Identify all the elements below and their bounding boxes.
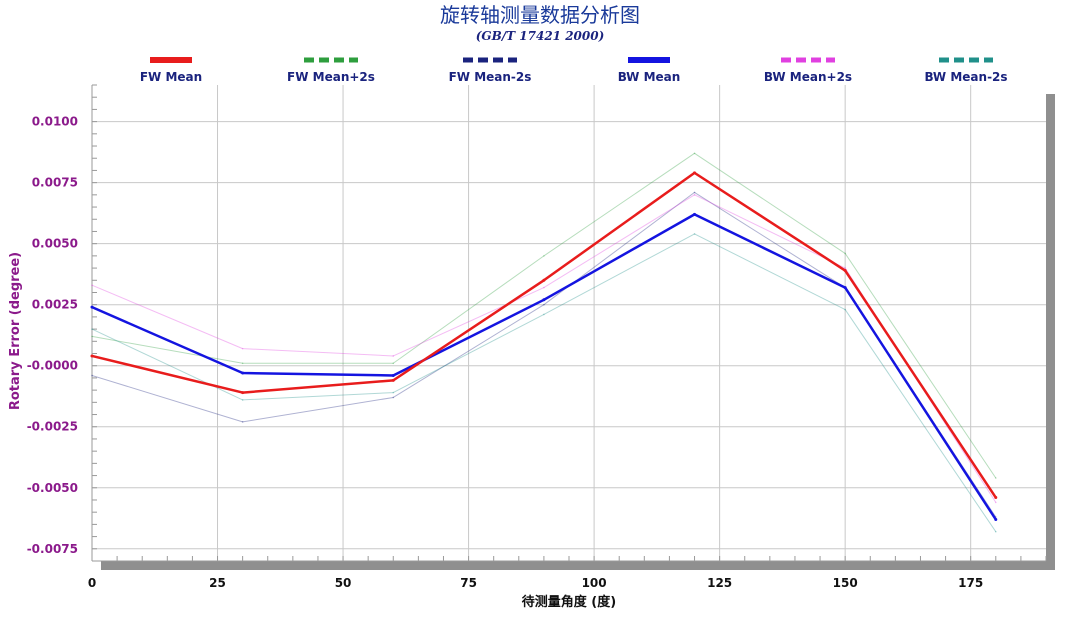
axes: 0 25 50 75 100 125 150 175 0.0100 0.0075 0.0050 0.0… <box>27 84 1047 590</box>
legend-swatch <box>628 57 670 63</box>
data-point-bw-mean-plus-2s <box>543 286 545 289</box>
data-point-fw-mean <box>241 391 245 395</box>
legend-label: BW Mean-2s <box>924 70 1007 84</box>
data-point-bw-mean <box>693 212 697 216</box>
data-point-bw-mean <box>241 371 245 375</box>
legend-label: FW Mean+2s <box>287 70 375 84</box>
data-point-fw-mean <box>693 171 697 175</box>
y-tick-label: -0.0025 <box>27 420 78 434</box>
y-tick-label: 0.0075 <box>32 176 78 190</box>
x-tick-label: 25 <box>209 576 226 590</box>
x-tick-label: 125 <box>707 576 732 590</box>
legend-label: BW Mean+2s <box>764 70 852 84</box>
chart-subtitle: (GB/T 17421 2000) <box>476 29 605 43</box>
legend-label: FW Mean-2s <box>449 70 532 84</box>
data-point-fw-mean-2s <box>91 374 93 377</box>
data-point-bw-mean-2s <box>91 328 93 330</box>
data-point-bw-mean-plus-2s <box>844 267 846 269</box>
legend-swatch <box>150 57 192 63</box>
data-point-bw-mean-2s <box>543 313 545 316</box>
data-point-bw-mean-2s <box>693 233 696 235</box>
y-tick-label: 0.0025 <box>32 298 78 312</box>
x-tick-label: 50 <box>335 576 352 590</box>
data-point-fw-mean <box>391 378 395 382</box>
data-point-bw-mean-plus-2s <box>693 194 696 196</box>
legend-label: FW Mean <box>140 70 202 84</box>
y-tick-label: -0.0050 <box>27 481 78 495</box>
x-tick-label: 100 <box>582 576 607 590</box>
data-point-bw-mean <box>391 373 395 377</box>
data-point-bw-mean-2s <box>844 308 846 311</box>
y-tick-label: -0.0075 <box>27 542 78 556</box>
data-point-fw-mean-plus-2s <box>392 362 395 365</box>
x-tick-label: 75 <box>460 576 477 590</box>
data-point-fw-mean-plus-2s <box>241 362 244 365</box>
data-point-fw-mean-plus-2s <box>91 335 93 338</box>
data-point-bw-mean-2s <box>994 530 997 533</box>
y-tick-label: 0.0100 <box>32 115 78 129</box>
data-point-fw-mean <box>90 354 94 358</box>
data-point-bw-mean-plus-2s <box>91 284 93 286</box>
chart-title: 旋转轴测量数据分析图 <box>440 3 640 27</box>
data-point-bw-mean <box>542 298 546 302</box>
data-point-fw-mean-2s <box>241 421 244 423</box>
series-line-fw-mean-plus-2s <box>91 152 997 479</box>
data-point-fw-mean-plus-2s <box>994 477 997 479</box>
series-group <box>90 152 998 533</box>
data-point-bw-mean <box>843 286 847 290</box>
data-point-bw-mean-2s <box>392 391 395 394</box>
y-axis-label: Rotary Error (degree) <box>8 252 23 410</box>
y-tick-label: 0.0050 <box>32 237 78 251</box>
x-tick-label: 175 <box>958 576 983 590</box>
data-point-fw-mean-2s <box>693 191 696 194</box>
data-point-bw-mean <box>90 305 94 309</box>
x-tick-label: 0 <box>88 576 96 590</box>
data-point-fw-mean <box>994 496 998 500</box>
series-line-bw-mean-2s <box>91 233 997 532</box>
data-point-fw-mean <box>542 278 546 282</box>
data-point-fw-mean-2s <box>392 396 395 399</box>
data-point-fw-mean <box>843 269 847 273</box>
data-point-fw-mean-2s <box>543 303 545 306</box>
chart-legend: FW Mean FW Mean+2s FW Mean-2s BW Mean BW Mea… <box>140 57 1008 84</box>
data-point-fw-mean-plus-2s <box>844 252 846 255</box>
data-point-bw-mean-plus-2s <box>994 501 997 504</box>
data-point-bw-mean-plus-2s <box>241 347 244 350</box>
data-point-fw-mean-plus-2s <box>693 152 696 155</box>
data-point-bw-mean-plus-2s <box>392 355 395 357</box>
data-point-bw-mean <box>994 518 998 522</box>
data-point-bw-mean-2s <box>241 399 244 401</box>
plot-area <box>92 85 1046 561</box>
series-line-bw-mean-plus-2s <box>91 194 997 503</box>
x-tick-label: 150 <box>833 576 858 590</box>
y-tick-label: -0.0000 <box>27 359 78 373</box>
x-axis-label: 待测量角度 (度) <box>521 594 616 610</box>
legend-label: BW Mean <box>618 70 681 84</box>
data-point-fw-mean-plus-2s <box>543 255 545 257</box>
